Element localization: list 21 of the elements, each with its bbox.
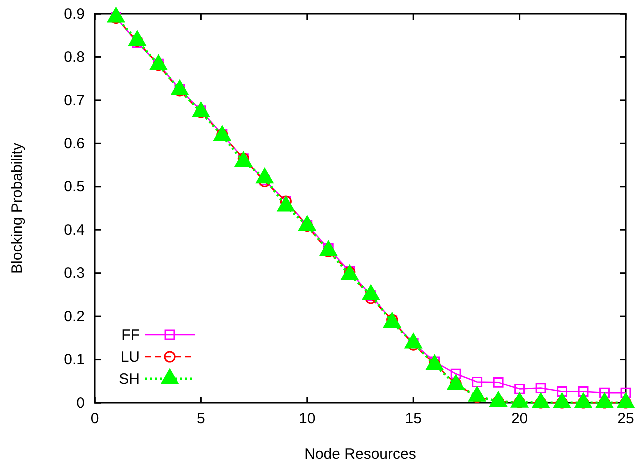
y-tick-label: 0.1 — [64, 352, 85, 369]
legend-label: FF — [122, 327, 140, 344]
y-tick-label: 0.3 — [64, 265, 85, 282]
x-tick-label: 0 — [90, 410, 100, 428]
y-tick-label: 0.5 — [64, 178, 85, 196]
y-tick-label: 0.6 — [64, 135, 85, 152]
y-tick-label: 0.9 — [64, 6, 85, 23]
y-tick-label: 0.4 — [64, 222, 85, 239]
legend-label: LU — [120, 349, 140, 366]
y-tick-label: 0 — [76, 394, 85, 412]
x-tick-label: 25 — [618, 410, 634, 428]
y-tick-label: 0.7 — [64, 92, 85, 110]
y-tick-label: 0.2 — [64, 308, 85, 326]
y-tick-label: 0.8 — [64, 49, 85, 66]
x-tick-label: 20 — [511, 410, 528, 428]
legend-label: SH — [119, 371, 140, 388]
x-tick-label: 15 — [405, 410, 422, 428]
x-axis-title: Node Resources — [304, 446, 416, 463]
x-tick-label: 5 — [197, 410, 206, 428]
y-axis-title: Blocking Probability — [9, 142, 26, 274]
x-tick-label: 10 — [299, 410, 316, 428]
